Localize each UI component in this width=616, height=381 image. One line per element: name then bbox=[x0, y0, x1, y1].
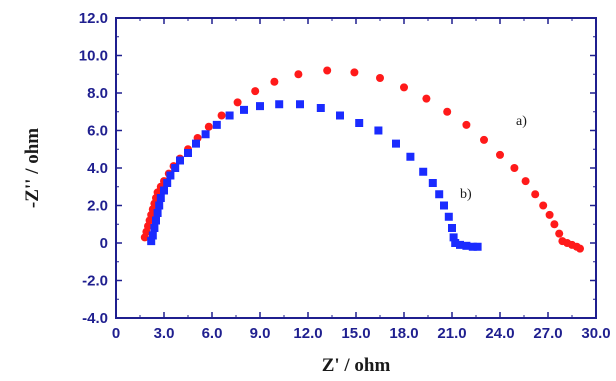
data-point-square bbox=[374, 126, 383, 135]
y-tick-label: 0 bbox=[100, 235, 108, 252]
data-point-circle bbox=[270, 77, 279, 86]
x-tick-label: 18.0 bbox=[389, 325, 418, 342]
data-point-circle bbox=[496, 150, 504, 159]
axes bbox=[115, 17, 597, 319]
y-tick-label: 2.0 bbox=[87, 198, 108, 215]
data-point-square bbox=[275, 100, 284, 109]
data-point-square bbox=[212, 120, 221, 129]
data-point-circle bbox=[251, 87, 260, 96]
data-point-square bbox=[148, 231, 157, 240]
x-tick-label: 27.0 bbox=[533, 325, 562, 342]
series-b bbox=[147, 100, 482, 251]
data-point-square bbox=[153, 209, 162, 217]
data-point-square bbox=[160, 186, 168, 195]
data-point-circle bbox=[217, 111, 226, 120]
data-point-square bbox=[462, 241, 471, 250]
data-point-circle bbox=[510, 164, 519, 172]
y-tick-label: 6.0 bbox=[87, 123, 108, 140]
data-point-circle bbox=[422, 94, 431, 103]
data-point-square bbox=[184, 149, 192, 157]
x-tick-label: 30.0 bbox=[581, 325, 610, 342]
data-point-square bbox=[201, 130, 210, 139]
data-point-circle bbox=[462, 120, 471, 129]
data-point-square bbox=[444, 212, 453, 221]
x-tick-label: 24.0 bbox=[485, 325, 514, 342]
y-tick-label: 4.0 bbox=[87, 160, 108, 177]
data-point-square bbox=[296, 100, 304, 109]
data-point-square bbox=[240, 105, 248, 114]
data-point-square bbox=[147, 237, 156, 246]
data-point-circle bbox=[400, 83, 408, 92]
data-point-circle bbox=[233, 98, 242, 107]
data-point-square bbox=[468, 242, 477, 251]
data-point-square bbox=[171, 164, 180, 172]
data-point-circle bbox=[294, 70, 303, 79]
data-point-square bbox=[392, 139, 400, 148]
y-tick-label: 10.0 bbox=[79, 48, 108, 65]
data-point-circle bbox=[376, 74, 384, 82]
y-tick-label: -2.0 bbox=[82, 273, 108, 290]
data-point-square bbox=[336, 111, 344, 120]
data-point-square bbox=[440, 201, 448, 210]
data-point-square bbox=[456, 240, 464, 249]
plot-frame bbox=[115, 17, 597, 319]
data-point-square bbox=[150, 224, 159, 232]
x-tick-label: 6.0 bbox=[202, 325, 223, 342]
data-point-square bbox=[163, 179, 172, 187]
data-point-circle bbox=[480, 135, 488, 144]
data-point-circle bbox=[550, 220, 559, 229]
data-series bbox=[140, 66, 584, 253]
data-point-square bbox=[156, 194, 165, 202]
x-tick-label: 21.0 bbox=[437, 325, 466, 342]
data-point-square bbox=[355, 119, 364, 127]
y-tick-label: -4.0 bbox=[82, 310, 108, 327]
y-tick-label: 8.0 bbox=[87, 85, 108, 102]
data-point-circle bbox=[555, 229, 564, 238]
data-point-circle bbox=[443, 107, 452, 116]
x-tick-label: 15.0 bbox=[341, 325, 370, 342]
y-axis-title: -Z'' / ohm bbox=[22, 128, 43, 208]
data-point-square bbox=[419, 167, 428, 176]
data-point-square bbox=[406, 152, 415, 161]
data-point-square bbox=[176, 156, 184, 165]
series-annotation: b) bbox=[460, 187, 472, 202]
data-point-square bbox=[316, 104, 325, 112]
data-point-square bbox=[152, 216, 160, 225]
axis-labels: 0 3.0 6.0 9.0 12.0 15.0 18.0 21.0 24.0 27.0 30.0 -4… bbox=[22, 10, 611, 376]
y-tick-label: 12.0 bbox=[79, 10, 108, 27]
x-tick-label: 3.0 bbox=[154, 325, 175, 342]
data-point-square bbox=[449, 233, 458, 242]
data-point-square bbox=[473, 242, 482, 251]
data-point-square bbox=[448, 224, 456, 232]
data-point-circle bbox=[576, 244, 584, 253]
x-tick-label: 12.0 bbox=[293, 325, 322, 342]
data-point-square bbox=[166, 171, 175, 180]
series-annotation: a) bbox=[516, 114, 527, 129]
data-point-circle bbox=[350, 68, 359, 77]
data-point-square bbox=[451, 239, 460, 247]
x-axis-title: Z' / ohm bbox=[322, 355, 391, 376]
data-point-circle bbox=[323, 66, 332, 75]
data-point-square bbox=[256, 102, 264, 111]
data-point-square bbox=[435, 190, 444, 199]
data-point-square bbox=[428, 179, 437, 187]
data-point-square bbox=[192, 139, 200, 148]
x-tick-label: 0 bbox=[112, 325, 120, 342]
data-point-circle bbox=[531, 190, 540, 199]
series-a bbox=[140, 66, 584, 253]
x-tick-label: 9.0 bbox=[250, 325, 271, 342]
data-point-square bbox=[225, 111, 234, 120]
data-point-circle bbox=[539, 201, 548, 210]
data-point-square bbox=[155, 201, 164, 210]
data-point-circle bbox=[204, 122, 213, 131]
data-point-circle bbox=[521, 177, 530, 186]
data-point-circle bbox=[545, 210, 554, 219]
